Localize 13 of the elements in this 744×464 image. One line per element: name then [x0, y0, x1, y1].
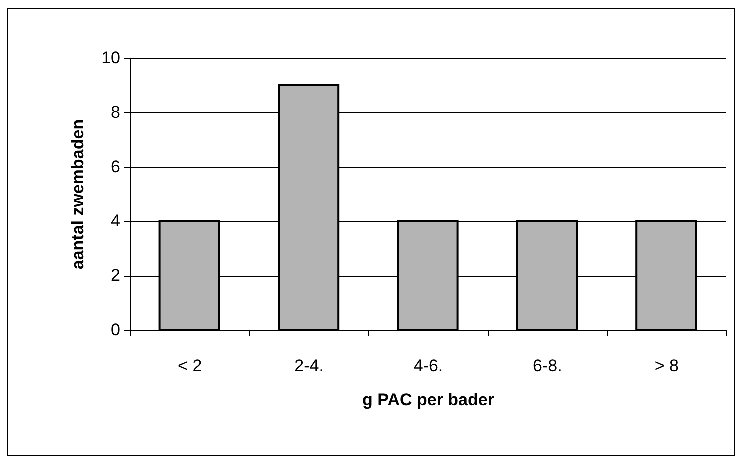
- x-tick-label: > 8: [654, 356, 679, 376]
- y-tick-label: 8: [111, 102, 120, 122]
- x-tick-label: 2-4.: [294, 356, 324, 376]
- x-tick-label: 6-8.: [533, 356, 562, 376]
- y-tick-label: 10: [102, 48, 120, 68]
- y-tick-label: 6: [111, 157, 120, 176]
- y-tick-label: 0: [111, 320, 120, 340]
- y-tick-label: 2: [111, 266, 120, 286]
- x-tick-label: < 2: [178, 356, 202, 376]
- x-axis-title: g PAC per bader: [362, 390, 495, 410]
- x-tick-label: 4-6.: [414, 356, 444, 376]
- y-tick-label: 4: [111, 212, 120, 231]
- y-axis-title: aantal zwembaden: [68, 119, 88, 270]
